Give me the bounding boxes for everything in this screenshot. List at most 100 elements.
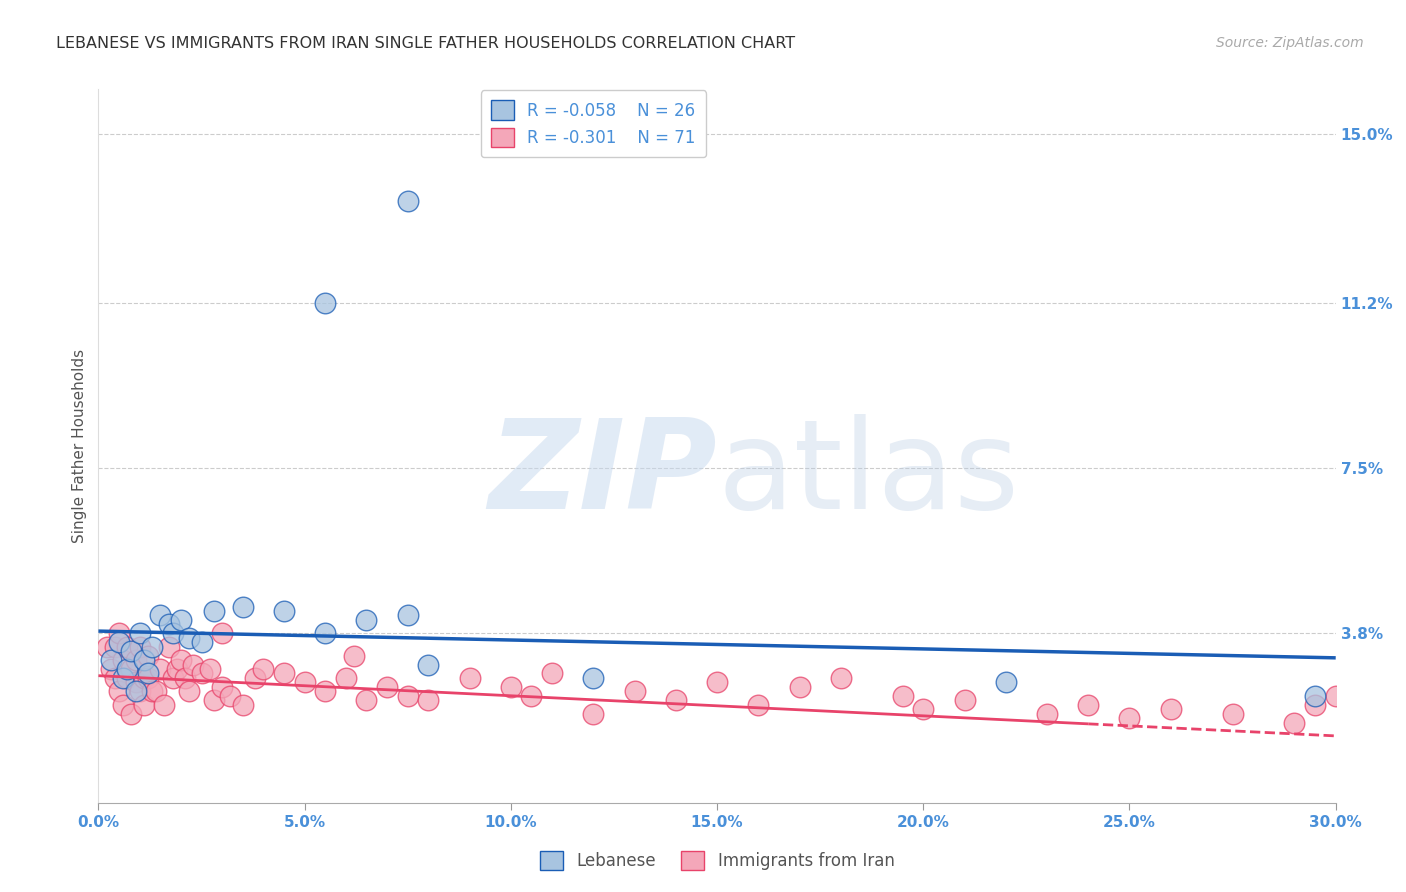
Point xyxy=(891,689,914,703)
Point xyxy=(157,617,180,632)
Point xyxy=(179,684,201,698)
Point xyxy=(124,684,146,698)
Point xyxy=(211,626,233,640)
Point xyxy=(157,640,180,654)
Point xyxy=(219,689,242,703)
Text: atlas: atlas xyxy=(717,414,1019,535)
Point xyxy=(499,680,522,694)
Point xyxy=(198,662,221,676)
Point xyxy=(1284,715,1306,730)
Point xyxy=(273,604,295,618)
Point xyxy=(136,666,159,681)
Point xyxy=(153,698,176,712)
Point xyxy=(132,671,155,685)
Point xyxy=(314,684,336,698)
Point xyxy=(104,671,127,685)
Point xyxy=(396,608,419,623)
Point xyxy=(170,613,193,627)
Point xyxy=(132,698,155,712)
Point xyxy=(190,635,212,649)
Point xyxy=(375,680,398,694)
Point xyxy=(136,648,159,663)
Point xyxy=(953,693,976,707)
Point xyxy=(418,693,440,707)
Point xyxy=(124,653,146,667)
Point xyxy=(145,684,167,698)
Point xyxy=(396,689,419,703)
Point xyxy=(335,671,357,685)
Point xyxy=(1324,689,1347,703)
Point xyxy=(166,662,188,676)
Point xyxy=(141,640,163,654)
Point xyxy=(174,671,197,685)
Point xyxy=(665,693,688,707)
Point xyxy=(356,693,378,707)
Point xyxy=(314,626,336,640)
Point xyxy=(112,653,135,667)
Point xyxy=(706,675,728,690)
Point xyxy=(273,666,295,681)
Point xyxy=(124,675,146,690)
Point xyxy=(120,644,142,658)
Point xyxy=(112,671,135,685)
Point xyxy=(100,653,122,667)
Point xyxy=(912,702,935,716)
Point xyxy=(1222,706,1244,721)
Point xyxy=(232,599,254,614)
Point xyxy=(108,626,131,640)
Text: ZIP: ZIP xyxy=(488,414,717,535)
Point xyxy=(104,640,127,654)
Point xyxy=(128,640,150,654)
Point xyxy=(232,698,254,712)
Text: Source: ZipAtlas.com: Source: ZipAtlas.com xyxy=(1216,36,1364,50)
Point xyxy=(747,698,769,712)
Point xyxy=(252,662,274,676)
Point xyxy=(100,662,122,676)
Point xyxy=(117,662,139,676)
Point xyxy=(1303,689,1326,703)
Point xyxy=(190,666,212,681)
Point xyxy=(162,671,184,685)
Point xyxy=(343,648,366,663)
Point xyxy=(162,626,184,640)
Point xyxy=(582,706,605,721)
Point xyxy=(108,635,131,649)
Point xyxy=(458,671,481,685)
Point xyxy=(202,604,225,618)
Point xyxy=(314,296,336,310)
Point xyxy=(994,675,1017,690)
Point xyxy=(1077,698,1099,712)
Point xyxy=(179,631,201,645)
Point xyxy=(211,680,233,694)
Point xyxy=(541,666,564,681)
Point xyxy=(120,706,142,721)
Point xyxy=(128,684,150,698)
Point xyxy=(830,671,852,685)
Point xyxy=(120,662,142,676)
Point xyxy=(108,684,131,698)
Point xyxy=(396,194,419,208)
Point xyxy=(1303,698,1326,712)
Point xyxy=(117,640,139,654)
Point xyxy=(149,608,172,623)
Point xyxy=(789,680,811,694)
Point xyxy=(243,671,266,685)
Point xyxy=(181,657,204,672)
Y-axis label: Single Father Households: Single Father Households xyxy=(72,349,87,543)
Point xyxy=(1160,702,1182,716)
Point xyxy=(202,693,225,707)
Point xyxy=(149,662,172,676)
Point xyxy=(96,640,118,654)
Point xyxy=(136,671,159,685)
Point xyxy=(623,684,645,698)
Point xyxy=(117,671,139,685)
Point xyxy=(1118,711,1140,725)
Point xyxy=(582,671,605,685)
Point xyxy=(418,657,440,672)
Point xyxy=(112,698,135,712)
Point xyxy=(520,689,543,703)
Point xyxy=(170,653,193,667)
Point xyxy=(132,653,155,667)
Point xyxy=(294,675,316,690)
Point xyxy=(1036,706,1059,721)
